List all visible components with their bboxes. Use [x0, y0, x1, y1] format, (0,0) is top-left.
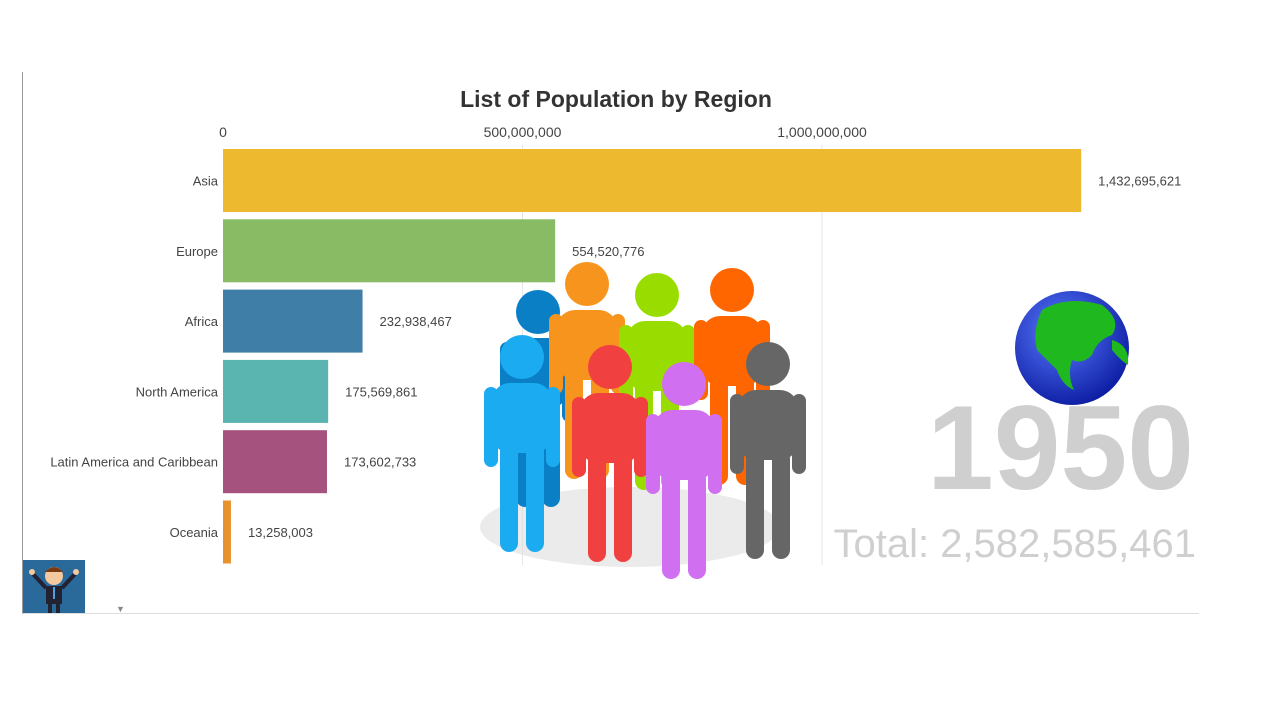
category-label: North America	[136, 384, 219, 399]
category-label: Africa	[185, 314, 219, 329]
category-label: Latin America and Caribbean	[50, 455, 218, 470]
bar	[223, 219, 556, 283]
person-icon	[646, 362, 722, 579]
x-tick-label: 500,000,000	[484, 124, 562, 140]
bar	[223, 149, 1082, 212]
value-label: 554,520,776	[572, 244, 644, 259]
category-label: Europe	[176, 244, 218, 259]
total-label: Total: 2,582,585,461	[833, 522, 1196, 566]
bar	[223, 289, 363, 353]
chart-title: List of Population by Region	[460, 86, 772, 112]
person-icon	[730, 342, 806, 559]
x-tick-label: 0	[219, 124, 227, 140]
bar	[223, 500, 231, 564]
value-label: 232,938,467	[380, 314, 452, 329]
bar	[223, 430, 327, 494]
category-label: Oceania	[170, 525, 219, 540]
globe-icon	[1015, 291, 1129, 405]
bar	[223, 359, 329, 423]
people-group-icon	[480, 262, 806, 579]
cartoon-man-avatar	[23, 560, 85, 613]
category-label: Asia	[193, 174, 219, 189]
chart-frame	[22, 72, 1199, 614]
value-label: 1,432,695,621	[1098, 174, 1181, 189]
person-icon	[572, 345, 648, 562]
value-label: 175,569,861	[345, 384, 417, 399]
person-icon	[484, 335, 560, 552]
year-label: 1950	[927, 381, 1194, 515]
x-tick-label: 1,000,000,000	[777, 124, 867, 140]
value-label: 13,258,003	[248, 525, 313, 540]
value-label: 173,602,733	[344, 455, 416, 470]
dropdown-caret-icon[interactable]: ▼	[116, 604, 125, 614]
